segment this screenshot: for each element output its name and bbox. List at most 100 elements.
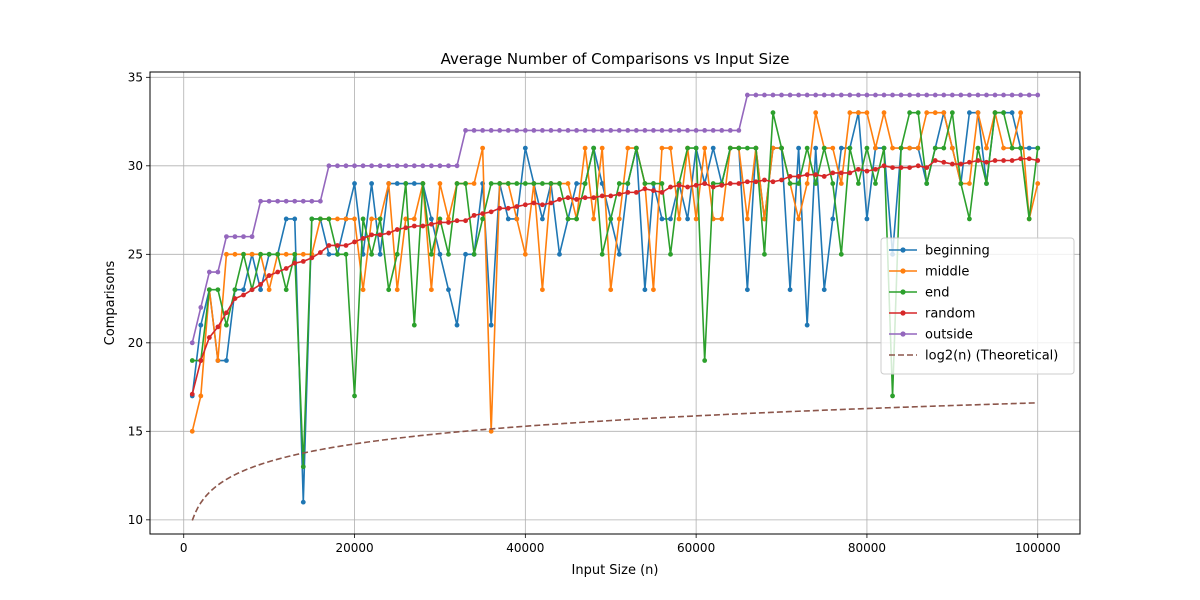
data-point-outside (394, 163, 400, 169)
data-point-end (821, 145, 827, 151)
data-point-middle (608, 287, 614, 293)
data-point-middle (352, 216, 357, 222)
data-point-end (403, 181, 409, 186)
data-point-outside (762, 92, 767, 98)
data-point-outside (565, 128, 571, 133)
data-point-end (608, 216, 614, 222)
data-point-random (241, 292, 246, 298)
data-point-outside (531, 128, 537, 133)
data-point-random (574, 197, 579, 202)
data-point-middle (616, 216, 622, 222)
data-point-random (915, 163, 921, 169)
data-point-random (428, 221, 434, 227)
data-point-outside (838, 92, 844, 98)
data-point-middle (300, 251, 306, 257)
legend-label-log2-n-theoretical: log2(n) (Theoretical) (925, 349, 1058, 364)
x-axis-label: Input Size (n) (572, 563, 659, 578)
legend: beginning middle end random outside log2(n) (… (880, 237, 1075, 375)
data-point-middle (847, 110, 853, 116)
data-point-random (335, 243, 340, 248)
data-point-random (616, 191, 622, 197)
data-point-outside (949, 92, 955, 98)
data-point-middle (565, 181, 571, 186)
legend-label-end: end (925, 286, 950, 301)
data-point-outside (189, 340, 195, 346)
series-line-log2-n-theoretical (191, 402, 1038, 521)
data-point-outside (719, 128, 725, 133)
data-point-middle (855, 110, 861, 116)
data-point-end (949, 110, 955, 116)
data-point-random (420, 223, 426, 229)
data-point-end (932, 145, 938, 151)
data-point-random (744, 179, 750, 185)
data-point-outside (813, 92, 819, 98)
data-point-end (446, 251, 451, 257)
data-point-end (881, 145, 887, 151)
data-point-outside (881, 92, 887, 98)
data-point-random (804, 172, 810, 178)
data-point-outside (796, 92, 802, 98)
data-point-random (283, 266, 289, 271)
data-point-end (855, 181, 861, 186)
data-point-random (762, 177, 767, 183)
data-point-random (651, 188, 656, 194)
data-point-end (693, 145, 699, 151)
data-point-random (787, 174, 793, 179)
data-point-random (1001, 158, 1006, 163)
data-point-end (317, 216, 323, 222)
data-point-outside (377, 163, 383, 169)
data-point-beginning (744, 287, 750, 293)
data-point-outside (258, 198, 263, 204)
data-point-outside (540, 128, 545, 133)
data-point-outside (206, 269, 212, 275)
data-point-random (625, 189, 631, 195)
data-point-random (266, 273, 272, 278)
data-point-random (386, 230, 392, 236)
data-point-random (984, 159, 989, 165)
data-point-beginning (642, 287, 648, 293)
data-point-beginning (659, 216, 665, 222)
data-point-middle (249, 251, 255, 257)
data-point-outside (984, 92, 989, 98)
data-point-middle (984, 145, 989, 151)
data-point-outside (932, 92, 938, 98)
data-point-random (480, 211, 486, 217)
data-point-middle (369, 216, 375, 222)
data-point-outside (727, 128, 733, 133)
data-point-end (796, 181, 802, 186)
legend-label-outside: outside (925, 328, 973, 343)
data-point-beginning (241, 287, 246, 293)
data-point-outside (864, 92, 870, 98)
data-point-outside (343, 163, 349, 169)
data-point-beginning (540, 216, 545, 222)
data-point-random (992, 158, 998, 163)
data-point-outside (300, 198, 306, 204)
data-point-end (335, 251, 340, 257)
data-point-end (915, 110, 921, 116)
data-point-end (736, 145, 742, 151)
series-line-beginning (191, 111, 1038, 503)
data-point-end (377, 216, 383, 222)
data-point-end (967, 216, 972, 222)
data-point-outside (967, 92, 972, 98)
data-point-random (377, 232, 383, 238)
data-point-middle (386, 181, 392, 186)
data-point-middle (582, 145, 588, 151)
data-point-beginning (522, 145, 528, 151)
data-point-beginning (967, 110, 972, 116)
data-point-outside (659, 128, 665, 133)
data-point-random (898, 165, 904, 170)
data-point-middle (915, 145, 921, 151)
data-point-middle (480, 145, 486, 151)
data-point-outside (428, 163, 434, 169)
data-point-random (565, 195, 571, 201)
data-point-random (531, 200, 537, 206)
data-point-middle (446, 216, 451, 222)
data-point-end (420, 181, 426, 186)
data-point-outside (215, 269, 221, 275)
data-point-beginning (428, 216, 434, 222)
data-point-outside (360, 163, 366, 169)
data-point-end (710, 181, 716, 186)
data-point-end (599, 251, 605, 257)
